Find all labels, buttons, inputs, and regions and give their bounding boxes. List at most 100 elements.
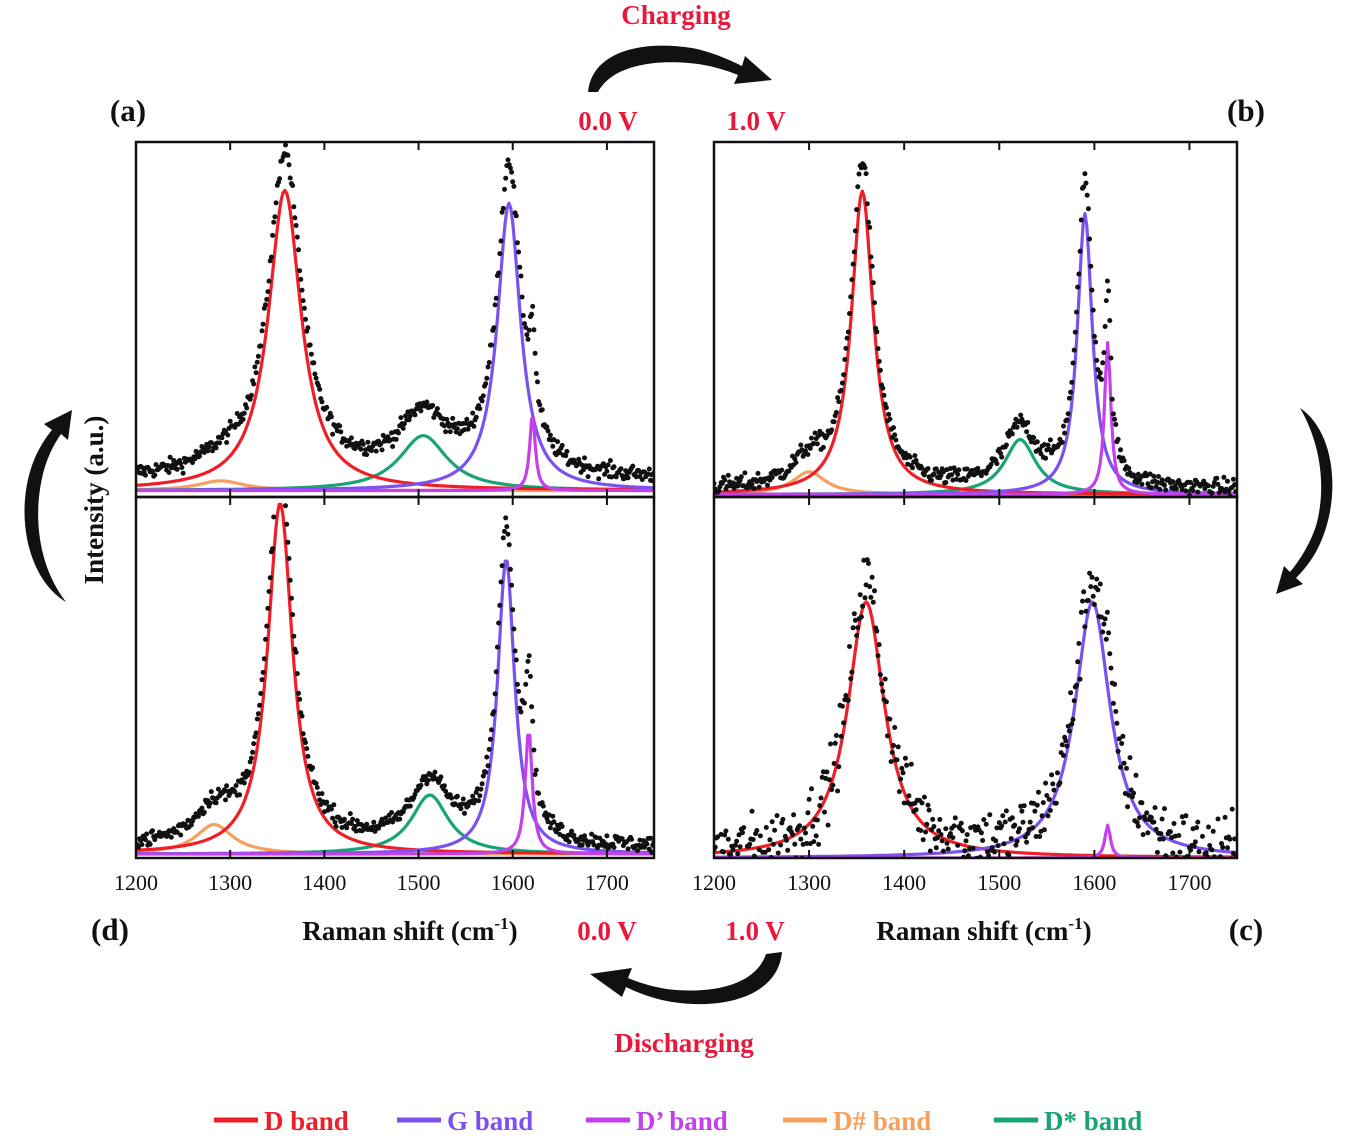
panel-c: 1200 1300 1400 1500 1600 1700	[692, 495, 1239, 895]
data-point	[725, 836, 731, 842]
data-point	[843, 345, 849, 351]
data-point	[383, 815, 389, 821]
data-point	[280, 471, 285, 476]
data-point	[1068, 690, 1074, 696]
legend-label-g-band: G band	[447, 1106, 533, 1136]
data-point	[1090, 307, 1096, 313]
data-point	[1221, 474, 1227, 480]
data-point	[611, 464, 617, 470]
data-point	[956, 467, 962, 473]
data-point	[1009, 431, 1015, 437]
data-point	[1065, 411, 1071, 417]
data-point	[848, 676, 854, 682]
data-point	[418, 782, 424, 788]
data-point	[479, 781, 485, 787]
data-point	[1018, 412, 1024, 418]
data-point	[921, 472, 927, 478]
data-point	[814, 817, 820, 823]
data-point	[978, 473, 984, 479]
data-point	[925, 802, 931, 808]
data-point	[954, 863, 959, 868]
data-point	[1061, 753, 1066, 758]
data-point	[1091, 602, 1097, 607]
data-point	[630, 463, 636, 469]
data-point	[717, 484, 723, 490]
data-point	[530, 303, 536, 309]
data-point	[1024, 429, 1030, 435]
data-point	[332, 819, 338, 825]
data-point	[931, 824, 937, 829]
data-point	[199, 805, 205, 811]
data-point	[857, 592, 863, 598]
data-point	[1082, 171, 1088, 177]
data-point	[955, 842, 961, 848]
data-point	[580, 467, 586, 473]
data-point	[805, 452, 811, 457]
x-tick-label-1400: 1400	[882, 870, 926, 895]
data-point	[803, 448, 808, 454]
data-point	[786, 468, 792, 474]
data-point	[1102, 616, 1108, 622]
data-point	[390, 444, 396, 449]
data-point	[206, 444, 212, 450]
data-point	[841, 720, 847, 726]
data-point	[833, 410, 839, 415]
data-point	[731, 485, 737, 491]
data-point	[247, 759, 253, 765]
data-point	[564, 448, 570, 454]
data-point	[255, 353, 261, 359]
data-point	[271, 219, 277, 225]
data-point	[1114, 720, 1120, 726]
data-point	[929, 477, 934, 483]
data-point	[838, 387, 844, 393]
x-tick-label-1500: 1500	[977, 870, 1021, 895]
data-point	[1220, 844, 1226, 850]
data-point	[1103, 636, 1109, 642]
data-point	[506, 542, 512, 548]
data-point	[443, 788, 449, 794]
data-point	[1118, 447, 1123, 453]
data-point	[441, 423, 447, 429]
data-point	[722, 832, 728, 838]
data-point	[1151, 473, 1157, 479]
data-point	[1110, 700, 1116, 706]
data-point	[955, 471, 961, 477]
data-point	[883, 699, 889, 705]
data-point	[530, 718, 536, 724]
data-point	[261, 656, 267, 662]
data-point	[596, 476, 602, 482]
data-point	[492, 691, 498, 697]
data-point	[1195, 819, 1201, 825]
data-point	[296, 247, 301, 253]
data-point	[734, 838, 740, 844]
data-point	[1051, 787, 1057, 793]
data-point	[579, 842, 585, 848]
data-point	[952, 815, 958, 821]
voltage-label-b: 1.0 V	[726, 106, 786, 136]
data-point	[477, 406, 483, 412]
data-point	[1127, 755, 1133, 761]
data-point	[398, 415, 404, 421]
data-point	[1215, 481, 1221, 487]
data-point	[889, 750, 895, 755]
data-point	[1034, 439, 1040, 445]
data-point	[291, 633, 297, 639]
data-point	[1093, 339, 1099, 345]
data-point	[876, 358, 882, 364]
data-point	[1065, 723, 1071, 729]
data-point	[525, 658, 531, 664]
data-point	[547, 432, 553, 438]
data-point	[1014, 838, 1020, 844]
data-point	[582, 455, 587, 461]
data-point	[266, 278, 272, 284]
data-point	[1206, 824, 1211, 830]
data-point	[906, 793, 912, 799]
data-point	[793, 460, 799, 466]
data-point	[263, 302, 268, 308]
data-point	[1171, 821, 1177, 826]
data-point	[1049, 772, 1055, 778]
data-point	[912, 453, 918, 459]
data-point	[525, 336, 531, 342]
data-point	[1104, 278, 1110, 284]
data-point	[958, 820, 964, 826]
